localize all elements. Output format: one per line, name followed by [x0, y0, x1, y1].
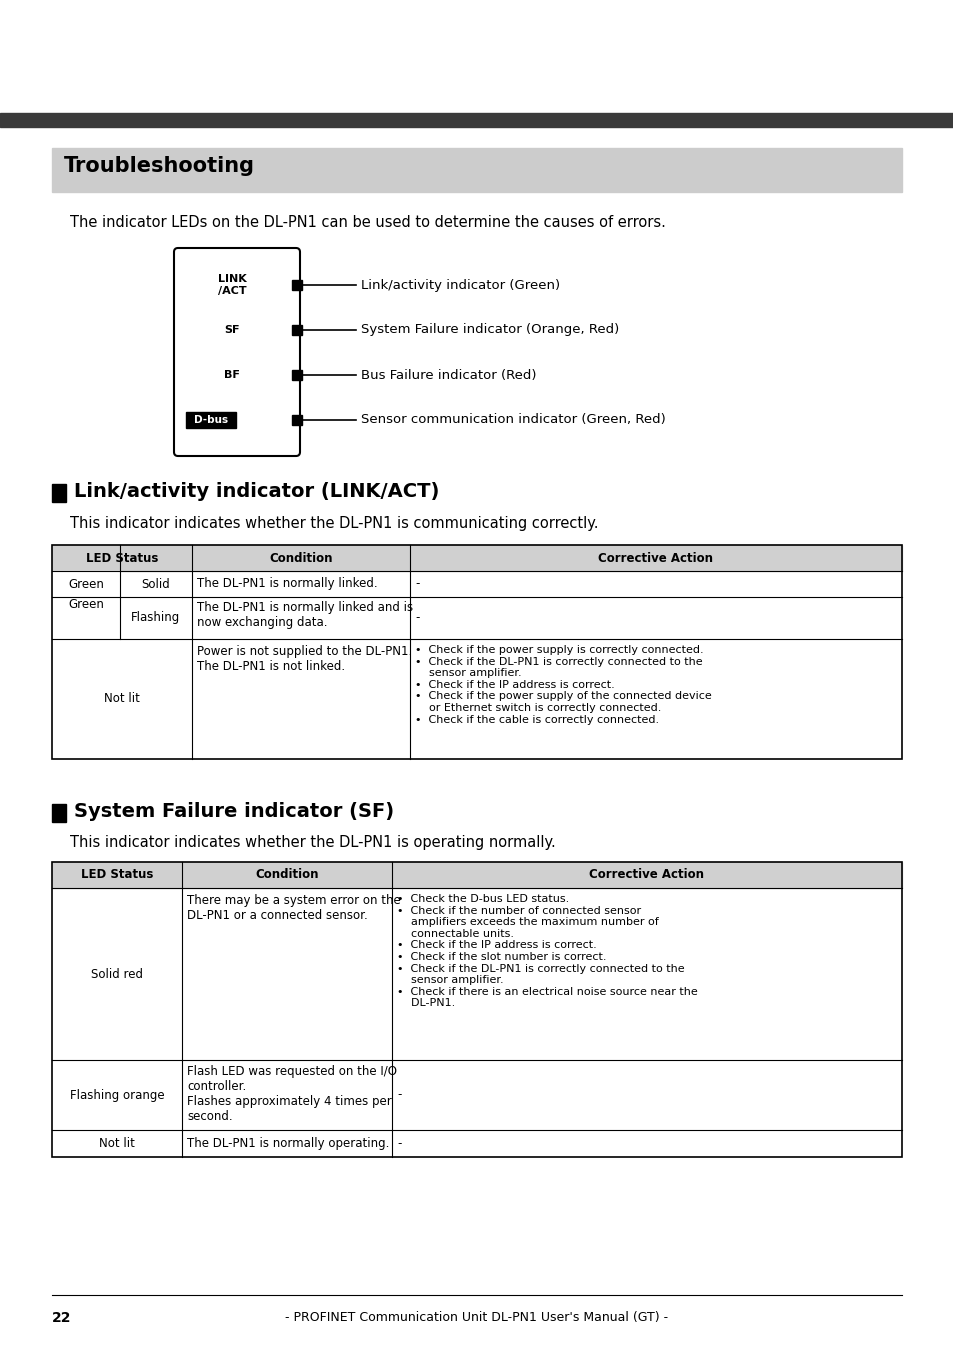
Bar: [52, 863, 901, 1157]
Text: SF: SF: [224, 324, 239, 335]
Text: •  Check if the power supply is correctly connected.
•  Check if the DL-PN1 is c: • Check if the power supply is correctly…: [415, 645, 711, 725]
Text: There may be a system error on the
DL-PN1 or a connected sensor.: There may be a system error on the DL-PN…: [187, 894, 400, 922]
Bar: [52, 545, 901, 571]
Text: LED Status: LED Status: [81, 868, 153, 882]
Bar: [186, 412, 235, 429]
Text: -: -: [415, 611, 419, 625]
Bar: [52, 147, 901, 192]
Bar: [52, 545, 901, 758]
Text: LED Status: LED Status: [86, 552, 158, 565]
Bar: [292, 415, 302, 425]
Text: - PROFINET Communication Unit DL-PN1 User's Manual (GT) -: - PROFINET Communication Unit DL-PN1 Use…: [285, 1311, 668, 1325]
Text: D-bus: D-bus: [193, 415, 228, 425]
Text: Flash LED was requested on the I/O
controller.
Flashes approximately 4 times per: Flash LED was requested on the I/O contr…: [187, 1065, 396, 1124]
Text: 22: 22: [52, 1311, 71, 1325]
Text: System Failure indicator (Orange, Red): System Failure indicator (Orange, Red): [360, 323, 618, 337]
Text: Green: Green: [68, 577, 104, 591]
Bar: [52, 804, 66, 822]
Bar: [292, 370, 302, 380]
Text: System Failure indicator (SF): System Failure indicator (SF): [74, 802, 394, 821]
Text: Flashing orange: Flashing orange: [70, 1088, 164, 1102]
Bar: [0, 114, 953, 127]
Text: Green: Green: [68, 599, 104, 611]
Bar: [52, 571, 120, 639]
Bar: [292, 324, 302, 335]
Text: Solid: Solid: [141, 577, 171, 591]
Bar: [52, 484, 66, 502]
Text: Link/activity indicator (Green): Link/activity indicator (Green): [360, 279, 559, 292]
Text: Link/activity indicator (LINK/ACT): Link/activity indicator (LINK/ACT): [74, 483, 439, 502]
Text: -: -: [396, 1137, 401, 1151]
Text: Not lit: Not lit: [104, 692, 140, 706]
Text: Flashing: Flashing: [132, 611, 180, 625]
Text: Solid red: Solid red: [91, 968, 143, 980]
Text: The DL-PN1 is normally operating.: The DL-PN1 is normally operating.: [187, 1137, 389, 1151]
Bar: [52, 863, 901, 888]
Text: The indicator LEDs on the DL-PN1 can be used to determine the causes of errors.: The indicator LEDs on the DL-PN1 can be …: [70, 215, 665, 230]
FancyBboxPatch shape: [173, 247, 299, 456]
Text: Bus Failure indicator (Red): Bus Failure indicator (Red): [360, 369, 536, 381]
Text: Corrective Action: Corrective Action: [589, 868, 703, 882]
Text: •  Check the D-bus LED status.
•  Check if the number of connected sensor
    am: • Check the D-bus LED status. • Check if…: [396, 894, 697, 1009]
Text: This indicator indicates whether the DL-PN1 is operating normally.: This indicator indicates whether the DL-…: [70, 836, 556, 850]
Text: Sensor communication indicator (Green, Red): Sensor communication indicator (Green, R…: [360, 414, 665, 426]
Text: LINK
/ACT: LINK /ACT: [217, 274, 246, 296]
Text: -: -: [415, 577, 419, 591]
Bar: [292, 280, 302, 289]
Text: Condition: Condition: [255, 868, 318, 882]
Text: The DL-PN1 is normally linked.: The DL-PN1 is normally linked.: [196, 577, 377, 591]
Text: -: -: [396, 1088, 401, 1102]
Text: BF: BF: [224, 370, 240, 380]
Text: The DL-PN1 is normally linked and is
now exchanging data.: The DL-PN1 is normally linked and is now…: [196, 602, 413, 629]
Text: This indicator indicates whether the DL-PN1 is communicating correctly.: This indicator indicates whether the DL-…: [70, 516, 598, 531]
Text: Corrective Action: Corrective Action: [598, 552, 713, 565]
Text: Condition: Condition: [269, 552, 333, 565]
Text: Power is not supplied to the DL-PN1.
The DL-PN1 is not linked.: Power is not supplied to the DL-PN1. The…: [196, 645, 412, 673]
Text: Not lit: Not lit: [99, 1137, 134, 1151]
Text: Troubleshooting: Troubleshooting: [64, 155, 254, 176]
